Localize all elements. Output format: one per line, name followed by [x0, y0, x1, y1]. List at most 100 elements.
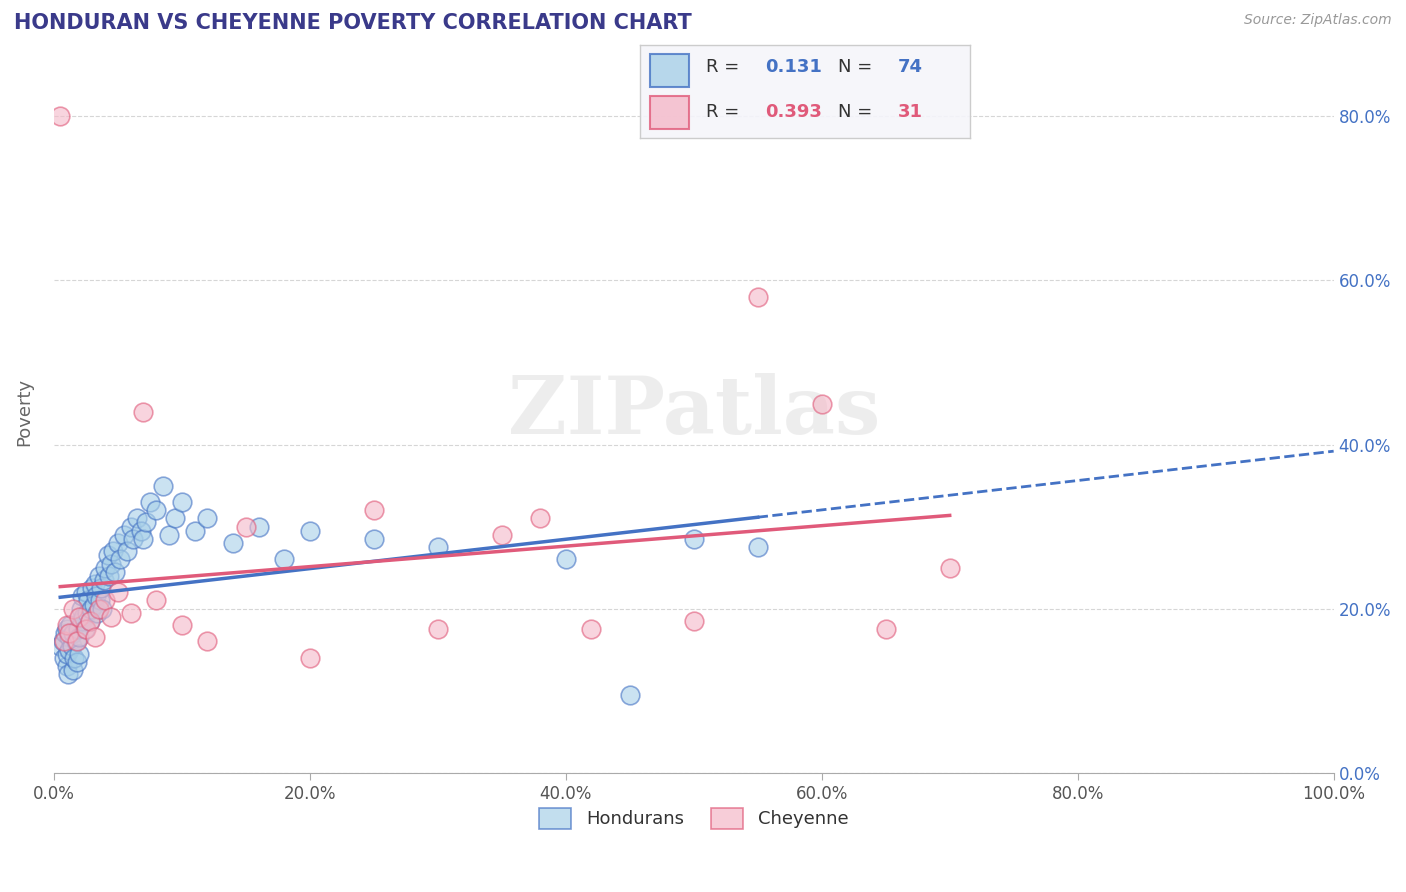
Point	[183, 524, 205, 538]
Point	[100, 557, 122, 571]
Point	[53, 634, 76, 648]
Point	[94, 593, 117, 607]
Point	[80, 601, 103, 615]
Point	[157, 528, 180, 542]
Legend: Hondurans, Cheyenne: Hondurans, Cheyenne	[531, 801, 856, 836]
Point	[145, 593, 167, 607]
Text: Source: ZipAtlas.com: Source: ZipAtlas.com	[1244, 13, 1392, 28]
Point	[75, 585, 97, 599]
Point	[83, 598, 105, 612]
Point	[53, 626, 76, 640]
Text: N =: N =	[838, 58, 877, 76]
Point	[67, 631, 90, 645]
Point	[112, 528, 135, 542]
Point	[73, 622, 96, 636]
Point	[165, 511, 187, 525]
Point	[875, 622, 897, 636]
Point	[363, 532, 385, 546]
Point	[55, 618, 77, 632]
Point	[107, 536, 129, 550]
Point	[55, 622, 77, 636]
Point	[69, 601, 91, 615]
Point	[170, 618, 193, 632]
Point	[235, 519, 257, 533]
Point	[152, 478, 174, 492]
Point	[87, 569, 110, 583]
Point	[62, 663, 84, 677]
Point	[58, 631, 80, 645]
Point	[135, 516, 157, 530]
Text: N =: N =	[838, 103, 877, 121]
Point	[107, 585, 129, 599]
Text: R =: R =	[706, 58, 745, 76]
Point	[97, 569, 120, 583]
Point	[66, 655, 89, 669]
Point	[67, 610, 90, 624]
Point	[100, 610, 122, 624]
Point	[91, 601, 114, 615]
Point	[554, 552, 576, 566]
FancyBboxPatch shape	[650, 96, 689, 129]
Point	[125, 511, 148, 525]
Point	[89, 593, 111, 607]
Point	[49, 639, 72, 653]
Text: 31: 31	[897, 103, 922, 121]
Point	[75, 622, 97, 636]
Point	[79, 614, 101, 628]
Point	[58, 642, 80, 657]
Point	[77, 593, 100, 607]
Point	[93, 573, 115, 587]
Point	[810, 396, 832, 410]
Text: ZIPatlas: ZIPatlas	[508, 373, 880, 450]
Point	[49, 109, 72, 123]
Point	[84, 590, 107, 604]
Point	[53, 651, 76, 665]
Point	[87, 601, 110, 615]
Point	[82, 581, 104, 595]
Point	[170, 495, 193, 509]
Text: 74: 74	[897, 58, 922, 76]
Point	[273, 552, 295, 566]
Point	[97, 549, 120, 563]
Point	[83, 631, 105, 645]
Point	[65, 634, 87, 648]
Point	[129, 524, 152, 538]
Point	[115, 544, 138, 558]
Point	[55, 647, 77, 661]
Point	[56, 667, 79, 681]
Point	[122, 532, 145, 546]
Point	[58, 626, 80, 640]
Point	[104, 565, 127, 579]
Point	[62, 601, 84, 615]
Point	[79, 614, 101, 628]
Point	[63, 651, 86, 665]
Point	[67, 622, 90, 636]
Point	[529, 511, 551, 525]
Point	[94, 560, 117, 574]
Point	[298, 651, 321, 665]
Point	[426, 540, 449, 554]
Point	[120, 606, 142, 620]
Point	[197, 511, 219, 525]
Point	[363, 503, 385, 517]
Point	[132, 532, 155, 546]
Point	[70, 614, 93, 628]
Point	[222, 536, 245, 550]
Point	[938, 560, 960, 574]
Point	[76, 606, 98, 620]
Point	[90, 581, 112, 595]
Point	[60, 639, 83, 653]
Text: 0.131: 0.131	[765, 58, 823, 76]
Point	[682, 614, 704, 628]
Text: HONDURAN VS CHEYENNE POVERTY CORRELATION CHART: HONDURAN VS CHEYENNE POVERTY CORRELATION…	[14, 13, 692, 33]
Point	[581, 622, 603, 636]
Point	[70, 590, 93, 604]
Point	[682, 532, 704, 546]
Point	[619, 688, 641, 702]
Text: 0.393: 0.393	[765, 103, 823, 121]
Point	[247, 519, 270, 533]
Point	[83, 577, 105, 591]
Point	[145, 503, 167, 517]
Point	[66, 634, 89, 648]
Point	[86, 606, 108, 620]
